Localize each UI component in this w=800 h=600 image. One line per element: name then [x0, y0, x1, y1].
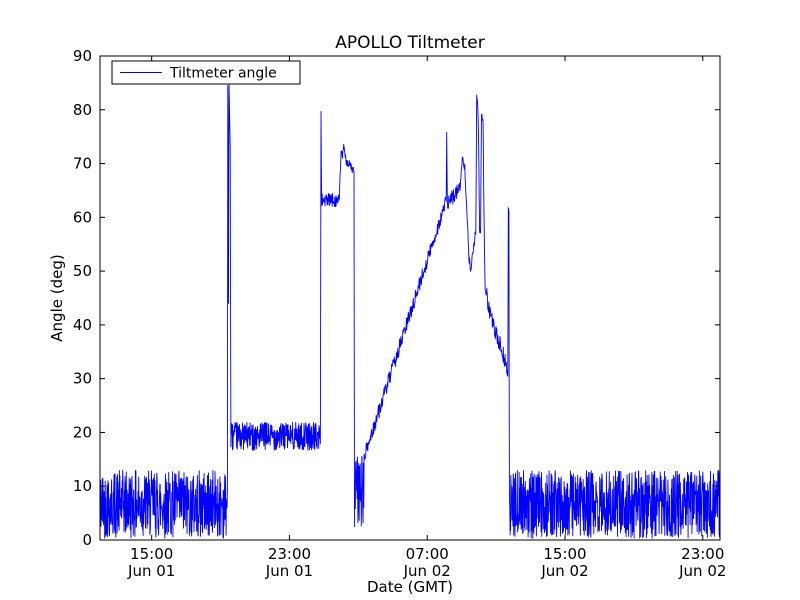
y-tick-label: 10 [73, 477, 92, 495]
x-tick-time-label: 15:00 [130, 545, 173, 563]
tiltmeter-angle-line [100, 82, 720, 539]
legend: Tiltmeter angle [111, 60, 301, 85]
chart-title: APOLLO Tiltmeter [335, 33, 485, 53]
y-tick-label: 0 [82, 531, 92, 549]
x-tick-date-label: Jun 01 [265, 562, 313, 580]
y-tick-label: 60 [73, 208, 92, 226]
x-tick-date-label: Jun 02 [540, 562, 588, 580]
axes-frame [99, 55, 721, 541]
x-tick-time-label: 07:00 [406, 545, 449, 563]
x-tick-time-label: 23:00 [681, 545, 724, 563]
legend-label: Tiltmeter angle [169, 66, 277, 82]
x-tick-date-label: Jun 02 [403, 562, 451, 580]
y-tick-label: 50 [73, 262, 92, 280]
x-tick-date-label: Jun 02 [678, 562, 726, 580]
y-tick-label: 90 [73, 47, 92, 65]
y-tick-label: 80 [73, 101, 92, 119]
y-tick-label: 30 [73, 370, 92, 388]
x-tick-date-label: Jun 01 [127, 562, 175, 580]
x-tick-time-label: 15:00 [543, 545, 586, 563]
x-tick-time-label: 23:00 [268, 545, 311, 563]
y-tick-label: 20 [73, 423, 92, 441]
y-axis-label: Angle (deg) [48, 254, 66, 341]
y-tick-label: 40 [73, 316, 92, 334]
plot-area [100, 56, 720, 540]
legend-box [111, 60, 301, 85]
y-tick-label: 70 [73, 155, 92, 173]
y-axis-ticks: 0 10 20 30 40 50 60 70 80 90 [73, 47, 720, 549]
x-axis-label: Date (GMT) [367, 578, 453, 596]
series-group [100, 82, 720, 539]
